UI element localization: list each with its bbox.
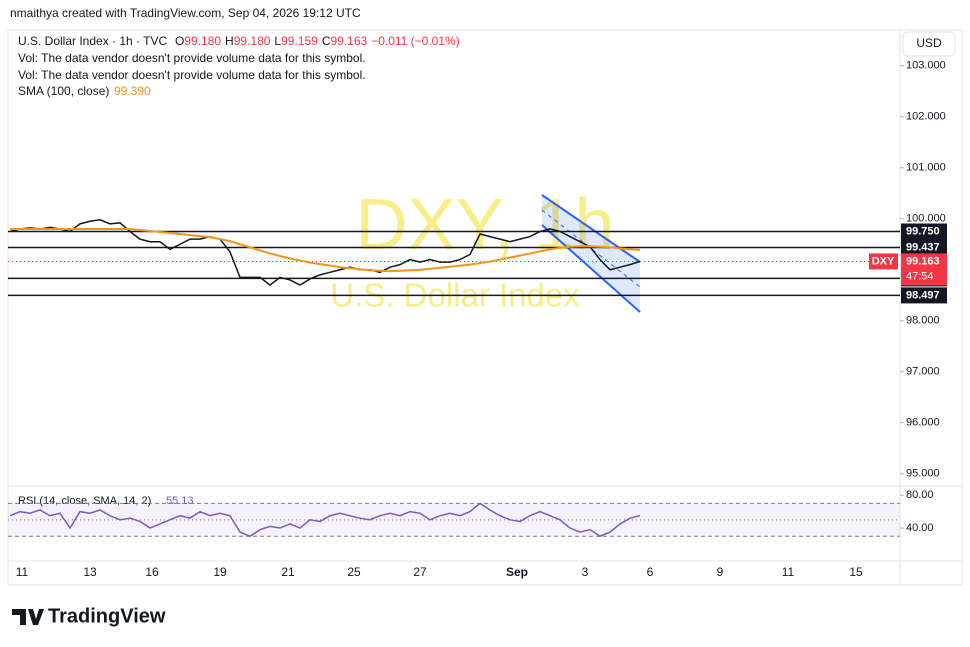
x-tick-label: 25 bbox=[347, 565, 361, 579]
symbol-line: U.S. Dollar Index · 1h · TVC bbox=[18, 34, 167, 48]
price-box bbox=[901, 253, 947, 286]
level-box bbox=[901, 223, 947, 240]
y-tick-label: 96.000 bbox=[906, 417, 940, 429]
y-tick-label: 95.000 bbox=[906, 468, 940, 480]
level-label: 99.437 bbox=[906, 241, 940, 253]
last-price: 99.163 bbox=[906, 255, 940, 267]
series-line bbox=[10, 227, 641, 273]
x-tick-label: 15 bbox=[849, 565, 863, 579]
vol-note: Vol: The data vendor doesn't provide vol… bbox=[18, 68, 366, 82]
symbol-tag: DXY bbox=[872, 255, 895, 267]
x-tick-label: 3 bbox=[582, 565, 589, 579]
logo: TradingView bbox=[48, 605, 166, 627]
y-tick-label: 101.000 bbox=[906, 162, 946, 174]
x-tick-label: 6 bbox=[647, 565, 654, 579]
y-tick-label: 103.000 bbox=[906, 60, 946, 72]
y-tick-label: 80.00 bbox=[906, 489, 934, 501]
level-label: 98.497 bbox=[906, 289, 940, 301]
level-box bbox=[901, 287, 947, 304]
x-tick-label: 21 bbox=[281, 565, 295, 579]
ohlc: 99.163 bbox=[330, 34, 367, 48]
currency-button[interactable] bbox=[902, 31, 956, 57]
countdown: 47:54 bbox=[906, 270, 934, 282]
sma-label: SMA (100, close) bbox=[18, 84, 109, 98]
x-tick-label: Sep bbox=[506, 565, 528, 579]
y-tick-label: 102.000 bbox=[906, 111, 946, 123]
logo-icon bbox=[12, 609, 44, 625]
sma-value: 99.390 bbox=[114, 84, 151, 98]
x-tick-label: 19 bbox=[213, 565, 227, 579]
x-tick-label: 16 bbox=[145, 565, 159, 579]
y-tick-label: 40.00 bbox=[906, 522, 934, 534]
x-tick-label: 27 bbox=[413, 565, 427, 579]
series-line bbox=[9, 218, 641, 287]
x-tick-label: 11 bbox=[782, 565, 795, 579]
rsi-band bbox=[8, 503, 900, 537]
x-tick-label: 11 bbox=[16, 565, 29, 579]
ohlc: −0.011 (−0.01%) bbox=[371, 34, 460, 48]
currency[interactable]: USD bbox=[916, 36, 942, 50]
channel-line bbox=[541, 224, 641, 313]
symbol-box bbox=[869, 253, 898, 270]
y-tick-label: 98.000 bbox=[906, 315, 940, 327]
level-label: 99.750 bbox=[906, 225, 940, 237]
ohlc: O bbox=[175, 34, 184, 48]
ohlc: C bbox=[322, 34, 331, 48]
credit: nmaithya created with TradingView.com, S… bbox=[10, 6, 361, 20]
y-tick-label: 100.000 bbox=[906, 213, 946, 225]
ohlc: 99.180 bbox=[234, 34, 271, 48]
vol-note: Vol: The data vendor doesn't provide vol… bbox=[18, 51, 366, 65]
channel-line bbox=[541, 194, 641, 263]
y-tick-label: 97.000 bbox=[906, 366, 940, 378]
level-box bbox=[901, 239, 947, 256]
channel bbox=[542, 195, 640, 312]
series-line bbox=[9, 502, 641, 538]
ohlc: 99.180 bbox=[184, 34, 221, 48]
ohlc: H bbox=[225, 34, 234, 48]
chart-frame bbox=[7, 29, 963, 586]
x-tick-label: 9 bbox=[717, 565, 724, 579]
ohlc: 99.159 bbox=[281, 34, 318, 48]
ohlc: L bbox=[274, 34, 281, 48]
x-tick-label: 13 bbox=[83, 565, 97, 579]
